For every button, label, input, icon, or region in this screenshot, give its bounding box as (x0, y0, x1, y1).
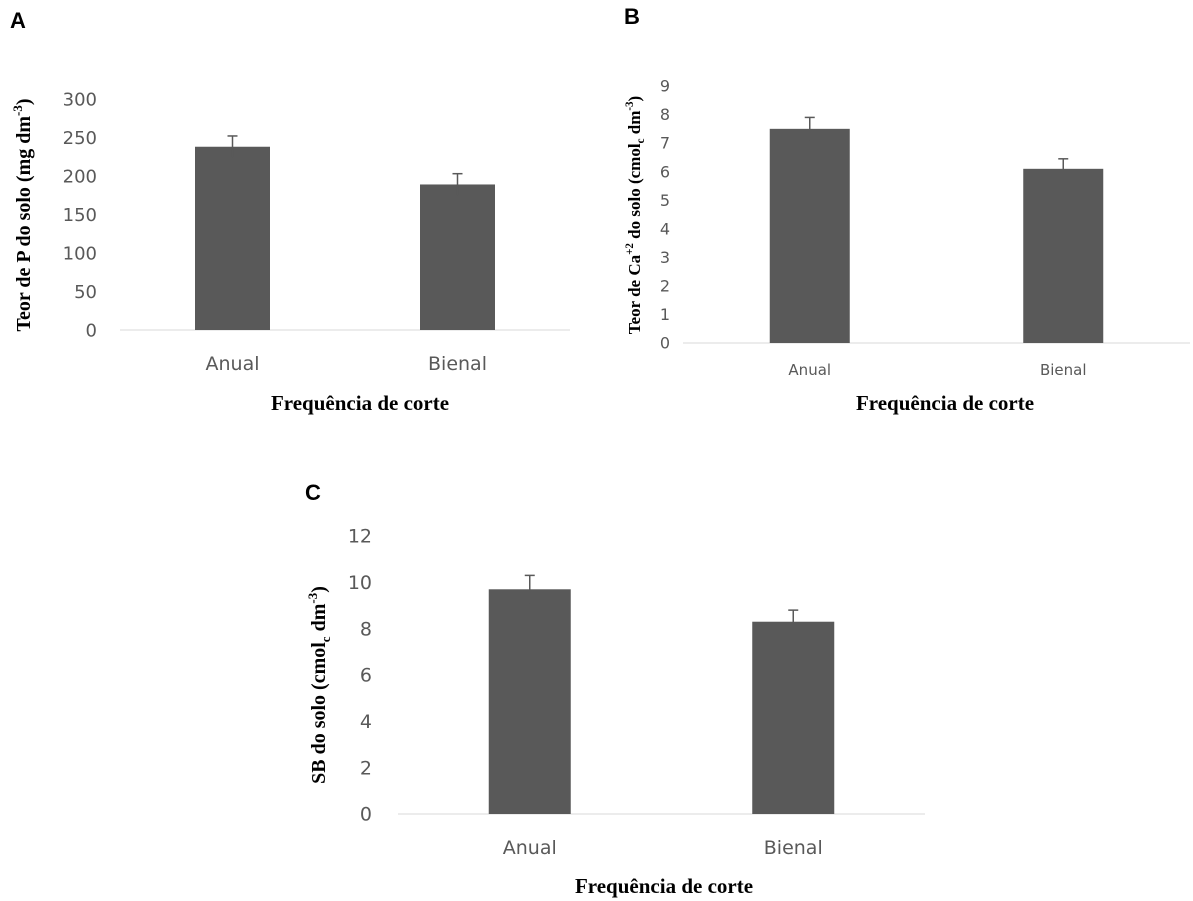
panel-c-x-tick-label: Bienal (764, 837, 823, 859)
panel-a-y-tick-label: 250 (63, 128, 97, 149)
panel-a-bar-anual (195, 146, 270, 330)
panel-letter-c: C (305, 480, 321, 505)
panel-b-y-tick-label: 8 (660, 105, 670, 124)
panel-b-x-tick-label: Bienal (1040, 361, 1087, 379)
panel-b-y-tick-label: 9 (660, 77, 670, 96)
panel-c-bar-bienal (752, 621, 835, 814)
panel-c-bar-anual (488, 589, 571, 814)
panel-c-y-tick-label: 8 (360, 618, 372, 640)
panel-a-x-tick-label: Anual (205, 353, 259, 375)
panel-b-y-tick-label: 1 (660, 305, 670, 324)
panel-c-y-ticks: 0 2 4 6 8 10 12 (348, 526, 372, 826)
panel-a-y-tick-label: 50 (74, 282, 97, 303)
panel-c: C 0 2 4 6 8 10 12 Anual Bienal Frequência de co… (305, 480, 925, 898)
panel-c-y-tick-label: 2 (360, 757, 372, 779)
panel-b-y-tick-label: 7 (660, 134, 670, 153)
panel-c-x-axis-title: Frequência de corte (575, 874, 753, 898)
panel-b-y-axis-title: Teor de Ca+2 do solo (cmolc dm-3) (624, 96, 647, 334)
panel-a-x-axis-title: Frequência de corte (271, 391, 449, 415)
panel-a-y-tick-label: 0 (86, 320, 97, 341)
panel-b-bar-anual (769, 128, 850, 343)
panel-b-bar-bienal (1023, 168, 1104, 343)
panel-a-y-tick-label: 150 (63, 205, 97, 226)
panel-a-bars (195, 135, 495, 330)
panel-a-y-tick-label: 300 (63, 89, 97, 110)
panel-b-y-tick-label: 3 (660, 248, 670, 267)
panel-a-x-ticks: Anual Bienal (205, 353, 486, 375)
panel-b-y-tick-label: 0 (660, 334, 670, 353)
panel-b-y-tick-label: 4 (660, 219, 670, 238)
panel-letter-b: B (624, 4, 640, 29)
panel-b-x-tick-label: Anual (788, 361, 831, 379)
panel-a-bar-bienal (420, 184, 495, 330)
panel-b-y-tick-label: 6 (660, 162, 670, 181)
panel-a-y-tick-label: 100 (63, 243, 97, 264)
panel-c-y-tick-label: 4 (360, 711, 372, 733)
panel-c-x-tick-label: Anual (503, 837, 557, 859)
panel-a-y-tick-label: 200 (63, 166, 97, 187)
panel-b-x-ticks: Anual Bienal (788, 361, 1086, 379)
panel-b-y-tick-label: 2 (660, 276, 670, 295)
panel-c-y-axis-title: SB do solo (cmolc dm-3) (305, 586, 333, 784)
panel-b-y-ticks: 0 1 2 3 4 5 6 7 8 9 (660, 77, 670, 353)
panel-c-y-tick-label: 10 (348, 572, 372, 594)
panel-a-x-tick-label: Bienal (428, 353, 487, 375)
panel-c-y-tick-label: 12 (348, 526, 372, 548)
panel-a-y-ticks: 0 50 100 150 200 250 300 (63, 89, 97, 341)
panel-b-y-tick-label: 5 (660, 191, 670, 210)
panel-b: B 0 1 2 3 4 5 6 7 8 9 Anual Bienal Frequência de c… (624, 4, 1190, 415)
panel-c-bars (488, 574, 835, 814)
panel-a-y-axis-title: Teor de P do solo (mg dm-3) (10, 98, 35, 331)
panel-b-bars (769, 116, 1104, 343)
panel-b-x-axis-title: Frequência de corte (856, 391, 1034, 415)
panel-c-y-tick-label: 6 (360, 665, 372, 687)
panel-c-x-ticks: Anual Bienal (503, 837, 823, 859)
panel-letter-a: A (10, 8, 26, 33)
panel-c-y-tick-label: 0 (360, 804, 372, 826)
panel-a: A 0 50 100 150 200 250 300 Anual Bienal Frequên… (10, 8, 570, 415)
